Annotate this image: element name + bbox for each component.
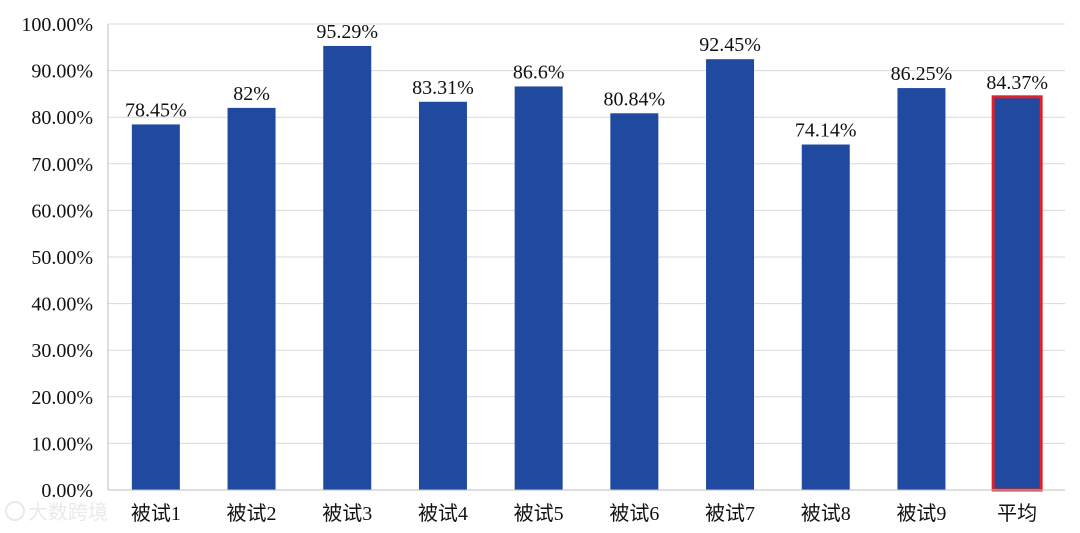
x-tick-label: 被试6 (609, 502, 659, 525)
data-label: 84.37% (986, 72, 1048, 94)
x-tick-label: 平均 (997, 502, 1037, 525)
data-label: 95.29% (316, 21, 378, 43)
x-tick-label: 被试1 (131, 502, 181, 525)
x-tick-label: 被试9 (896, 502, 946, 525)
x-tick-label: 被试8 (801, 502, 851, 525)
bar (514, 86, 563, 490)
bar (610, 113, 659, 491)
watermark-icon (5, 501, 25, 521)
bar (131, 124, 180, 490)
data-label: 78.45% (125, 99, 187, 121)
bar (801, 144, 850, 490)
x-tick-label: 被试5 (514, 502, 564, 525)
data-label: 80.84% (604, 88, 666, 110)
y-tick-label: 0.00% (41, 480, 93, 502)
bar (897, 88, 946, 490)
y-tick-label: 30.00% (31, 340, 93, 362)
y-tick-label: 60.00% (31, 200, 93, 222)
data-label: 82% (233, 83, 270, 105)
labels: 0.00% 10.00% 20.00% 30.00% 40.00% 50.00% 60.00… (21, 14, 1048, 525)
data-label: 74.14% (795, 120, 857, 142)
data-label: 83.31% (412, 77, 474, 99)
x-tick-label: 被试4 (418, 502, 468, 525)
x-tick-label: 被试2 (227, 502, 277, 525)
x-tick-label: 被试7 (705, 502, 755, 525)
data-label: 86.25% (891, 63, 953, 85)
y-tick-label: 20.00% (31, 387, 93, 409)
data-label: 86.6% (513, 61, 565, 83)
y-tick-label: 40.00% (31, 294, 93, 316)
y-tick-label: 70.00% (31, 154, 93, 176)
bar (227, 107, 276, 490)
bar (706, 59, 755, 491)
y-tick-label: 90.00% (31, 61, 93, 83)
y-tick-label: 80.00% (31, 107, 93, 129)
bar-average (991, 95, 1043, 492)
y-tick-label: 100.00% (21, 14, 93, 36)
bar (418, 101, 467, 491)
y-tick-label: 10.00% (31, 433, 93, 455)
bar (323, 45, 372, 490)
watermark-logo: 大数跨境 (4, 496, 154, 528)
y-tick-label: 50.00% (31, 247, 93, 269)
watermark-text: 大数跨境 (28, 500, 108, 524)
bars (131, 45, 1043, 492)
data-label: 92.45% (699, 34, 761, 56)
x-tick-label: 被试3 (322, 502, 372, 525)
axes (107, 24, 1065, 491)
